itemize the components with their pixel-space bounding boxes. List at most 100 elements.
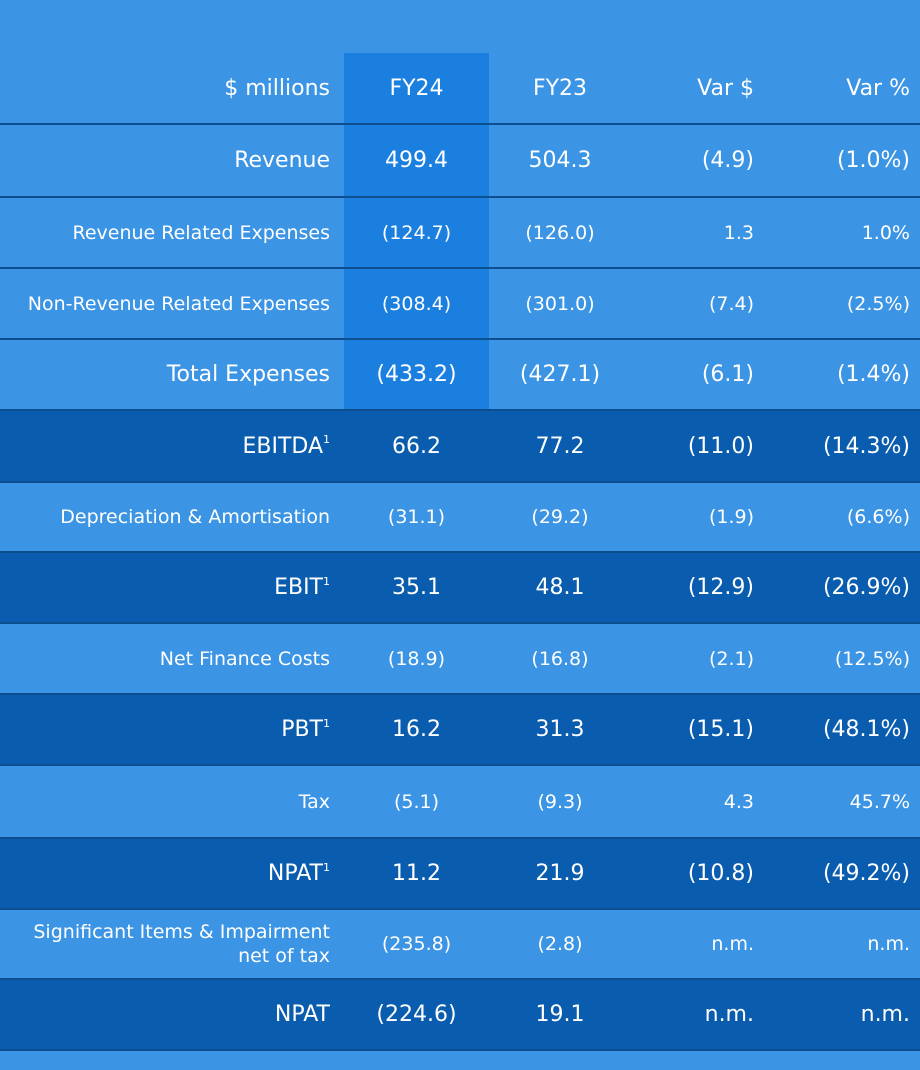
var-dollar-value: (6.1) — [631, 339, 768, 411]
footnote-marker: 1 — [323, 860, 330, 874]
footnote-marker: 1 — [323, 433, 330, 447]
fy24-value: (18.9) — [344, 623, 489, 695]
fy23-value: 77.2 — [489, 410, 631, 483]
row-label-text: EBIT — [274, 575, 323, 600]
row-label: Non-Revenue Related Expenses — [0, 268, 344, 340]
var-percent-value: (2.5%) — [768, 268, 920, 340]
row-label-text: Non-Revenue Related Expenses — [27, 292, 330, 315]
var-percent-value: n.m. — [768, 909, 920, 980]
var-dollar-value: (12.9) — [631, 552, 768, 624]
row-label-text: Significant Items & Impairment net of ta… — [33, 921, 330, 967]
table-row: NPAT1 11.2 21.9 (10.8) (49.2%) — [0, 838, 920, 910]
var-dollar-value: 4.3 — [631, 765, 768, 839]
table-row: Revenue 499.4 504.3 (4.9) (1.0%) — [0, 124, 920, 198]
row-label-text: Revenue — [234, 148, 330, 173]
fy24-value: (5.1) — [344, 765, 489, 839]
table-row: Tax (5.1) (9.3) 4.3 45.7% — [0, 765, 920, 839]
row-label-text: EBITDA — [242, 433, 323, 459]
var-percent-value: 45.7% — [768, 765, 920, 839]
table-row: Net Finance Costs (18.9) (16.8) (2.1) (12.5%… — [0, 623, 920, 695]
row-label: NPAT — [0, 979, 344, 1051]
row-label: EBITDA1 — [0, 410, 344, 483]
fy23-value: (9.3) — [489, 765, 631, 839]
row-label-text: Net Finance Costs — [159, 647, 330, 670]
row-label: Net Finance Costs — [0, 623, 344, 695]
row-label: Significant Items & Impairment net of ta… — [0, 909, 344, 980]
fy24-value: 66.2 — [344, 410, 489, 483]
var-percent-value: (48.1%) — [768, 694, 920, 766]
var-percent-value: (1.4%) — [768, 339, 920, 411]
row-label: Depreciation & Amortisation — [0, 482, 344, 553]
var-dollar-value: n.m. — [631, 909, 768, 980]
row-label-text: Total Expenses — [166, 362, 330, 387]
table-row: EBITDA1 66.2 77.2 (11.0) (14.3%) — [0, 410, 920, 483]
fy23-value: (126.0) — [489, 197, 631, 269]
footnote-marker: 1 — [323, 716, 330, 730]
row-label-text: PBT — [281, 717, 323, 742]
var-dollar-value: 1.3 — [631, 197, 768, 269]
var-dollar-value: (15.1) — [631, 694, 768, 766]
financial-summary-table: $ millions FY24 FY23 Var $ Var % Revenue… — [0, 53, 920, 1051]
row-label: PBT1 — [0, 694, 344, 766]
row-label: Revenue — [0, 124, 344, 198]
row-label: Tax — [0, 765, 344, 839]
fy23-value: 31.3 — [489, 694, 631, 766]
fy24-value: 499.4 — [344, 124, 489, 198]
var-dollar-value: (10.8) — [631, 838, 768, 910]
var-percent-value: (6.6%) — [768, 482, 920, 553]
var-percent-value: (12.5%) — [768, 623, 920, 695]
row-label-text: NPAT — [267, 861, 323, 886]
table-row: EBIT1 35.1 48.1 (12.9) (26.9%) — [0, 552, 920, 624]
var-dollar-value: (7.4) — [631, 268, 768, 340]
fy23-value: 504.3 — [489, 124, 631, 198]
row-label-text: Tax — [298, 790, 330, 813]
var-dollar-value: n.m. — [631, 979, 768, 1051]
header-fy24: FY24 — [344, 53, 489, 125]
header-fy23: FY23 — [489, 53, 631, 125]
var-dollar-value: (2.1) — [631, 623, 768, 695]
fy24-value: (31.1) — [344, 482, 489, 553]
fy24-value: (235.8) — [344, 909, 489, 980]
header-row: $ millions FY24 FY23 Var $ Var % — [0, 53, 920, 125]
var-percent-value: (14.3%) — [768, 410, 920, 483]
var-dollar-value: (1.9) — [631, 482, 768, 553]
row-label-text: NPAT — [274, 1002, 330, 1027]
var-dollar-value: (11.0) — [631, 410, 768, 483]
table-row: Total Expenses (433.2) (427.1) (6.1) (1.4%) — [0, 339, 920, 411]
fy23-value: (2.8) — [489, 909, 631, 980]
fy24-value: (124.7) — [344, 197, 489, 269]
table-row: PBT1 16.2 31.3 (15.1) (48.1%) — [0, 694, 920, 766]
var-percent-value: (26.9%) — [768, 552, 920, 624]
table-row: NPAT (224.6) 19.1 n.m. n.m. — [0, 979, 920, 1051]
fy24-value: (433.2) — [344, 339, 489, 411]
var-percent-value: (1.0%) — [768, 124, 920, 198]
header-var-percent: Var % — [768, 53, 920, 125]
fy23-value: 48.1 — [489, 552, 631, 624]
row-label: EBIT1 — [0, 552, 344, 624]
var-percent-value: (49.2%) — [768, 838, 920, 910]
row-label: Total Expenses — [0, 339, 344, 411]
fy24-value: 16.2 — [344, 694, 489, 766]
fy23-value: (301.0) — [489, 268, 631, 340]
fy23-value: 21.9 — [489, 838, 631, 910]
var-percent-value: n.m. — [768, 979, 920, 1051]
table-row: Revenue Related Expenses (124.7) (126.0) 1.… — [0, 197, 920, 269]
row-label-text: Revenue Related Expenses — [72, 221, 330, 244]
var-percent-value: 1.0% — [768, 197, 920, 269]
footnote-marker: 1 — [323, 574, 330, 588]
fy24-value: 11.2 — [344, 838, 489, 910]
fy24-value: (308.4) — [344, 268, 489, 340]
fy24-value: (224.6) — [344, 979, 489, 1051]
header-var-dollar: Var $ — [631, 53, 768, 125]
fy23-value: (16.8) — [489, 623, 631, 695]
fy23-value: (427.1) — [489, 339, 631, 411]
row-label: Revenue Related Expenses — [0, 197, 344, 269]
table-row: Significant Items & Impairment net of ta… — [0, 909, 920, 980]
row-label-text: Depreciation & Amortisation — [60, 506, 330, 528]
table-row: Non-Revenue Related Expenses (308.4) (301.… — [0, 268, 920, 340]
var-dollar-value: (4.9) — [631, 124, 768, 198]
fy23-value: 19.1 — [489, 979, 631, 1051]
fy23-value: (29.2) — [489, 482, 631, 553]
fy24-value: 35.1 — [344, 552, 489, 624]
header-units: $ millions — [0, 53, 344, 125]
